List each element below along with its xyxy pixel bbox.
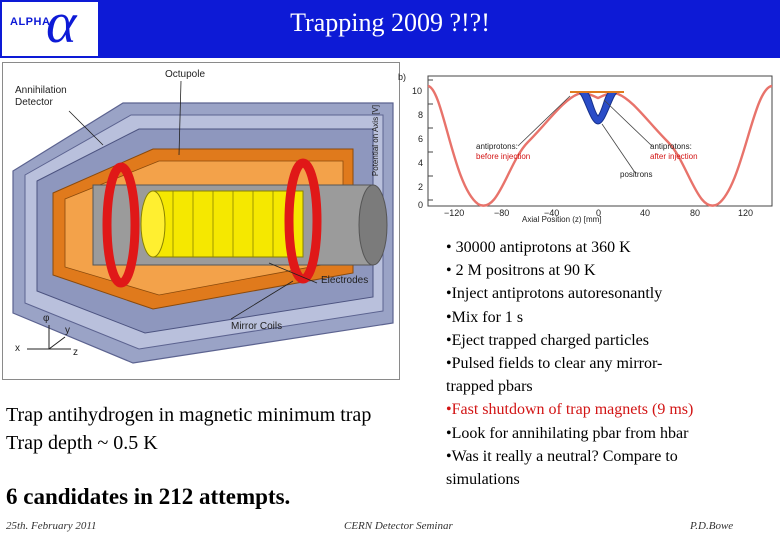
- xtick-m120: −120: [444, 208, 465, 218]
- detector-label: Detector: [15, 97, 53, 108]
- plot-ylabel: Potential on Axis [V]: [371, 104, 381, 177]
- procedure-bullet-list: • 30000 antiprotons at 360 K • 2 M posit…: [446, 236, 776, 491]
- ytick-6: 6: [418, 134, 424, 144]
- slide-title: Trapping 2009 ?!?!: [290, 8, 490, 37]
- xtick-0: 0: [596, 208, 602, 218]
- bullet-item: • 2 M positrons at 90 K: [446, 262, 596, 280]
- ytick-4: 4: [418, 158, 424, 168]
- potential-plot: b) 10 8 6 4 2 0 −120 −80 −40 0 40 80 120…: [371, 66, 778, 224]
- ytick-0: 0: [418, 200, 424, 210]
- plot-xlabel: Axial Position (z) [mm]: [522, 215, 602, 224]
- panel-tag: b): [398, 72, 407, 82]
- footer-date: 25th. February 2011: [6, 520, 97, 532]
- bullet-item: •Was it really a neutral? Compare to: [446, 447, 678, 465]
- alpha-logo: ALPHA α: [2, 0, 98, 56]
- annihilation-label: Annihilation: [15, 85, 67, 96]
- bullet-item: •Pulsed fields to clear any mirror-: [446, 355, 663, 373]
- mirror-coils-label: Mirror Coils: [231, 321, 283, 332]
- bullet-item: •Look for annihilating pbar from hbar: [446, 424, 689, 442]
- electrodes-label: Electrodes: [321, 275, 369, 286]
- octupole-label: Octupole: [165, 69, 206, 80]
- xtick-m40: −40: [544, 208, 560, 218]
- annot-after-2: after injection: [650, 152, 698, 161]
- alpha-symbol-icon: α: [46, 0, 77, 55]
- bullet-item: •Eject trapped charged particles: [446, 331, 649, 349]
- annot-after-1: antiprotons:: [650, 142, 692, 151]
- potential-plot-svg: [427, 75, 773, 207]
- footer-author: P.D.Bowe: [690, 520, 734, 532]
- ytick-8: 8: [418, 110, 424, 120]
- bullet-item: •Mix for 1 s: [446, 308, 524, 326]
- summary-line-1: Trap antihydrogen in magnetic minimum tr…: [6, 404, 372, 426]
- summary-line-2: Trap depth ~ 0.5 K: [6, 432, 158, 454]
- bullet-item: trapped pbars: [446, 378, 533, 396]
- annot-before-1: antiprotons:: [476, 142, 518, 151]
- trap-detector-diagram: Octupole Annihilation Detector Electrode…: [2, 62, 400, 380]
- annot-before-2: before injection: [476, 152, 531, 161]
- xtick-80: 80: [690, 208, 701, 218]
- bullet-item: •Inject antiprotons autoresonantly: [446, 285, 663, 303]
- xtick-120: 120: [738, 208, 754, 218]
- axis-y-label: y: [65, 325, 70, 336]
- logo-text: ALPHA: [10, 16, 51, 28]
- xtick-40: 40: [640, 208, 651, 218]
- ytick-2: 2: [418, 182, 424, 192]
- bullet-item-highlighted: •Fast shutdown of trap magnets (9 ms): [446, 401, 694, 419]
- footer-event: CERN Detector Seminar: [344, 520, 453, 532]
- bullet-item: • 30000 antiprotons at 360 K: [446, 239, 631, 256]
- ytick-10: 10: [412, 86, 423, 96]
- xtick-m80: −80: [494, 208, 510, 218]
- detector-illustration: [12, 80, 394, 364]
- candidates-result: 6 candidates in 212 attempts.: [6, 484, 291, 509]
- axis-x-label: x: [15, 343, 20, 354]
- slide-header: [0, 0, 780, 58]
- bullet-item: simulations: [446, 471, 520, 489]
- annot-positrons: positrons: [620, 170, 653, 179]
- axis-phi-label: φ: [43, 313, 50, 324]
- axis-z-label: z: [73, 347, 78, 358]
